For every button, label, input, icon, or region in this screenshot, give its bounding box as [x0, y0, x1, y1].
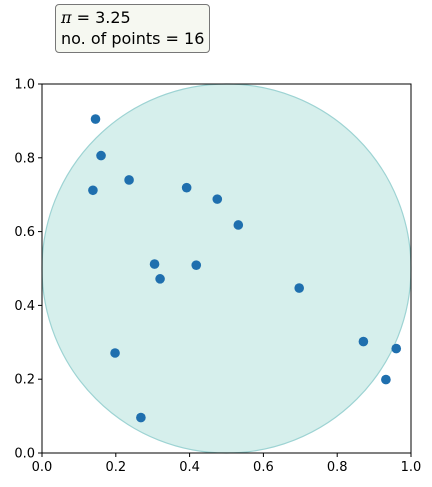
unit-circle: [41, 83, 412, 454]
pi-estimate-line: π = 3.25: [61, 7, 204, 28]
pi-symbol: π: [61, 8, 72, 27]
data-point: [155, 274, 165, 284]
x-tick-label: 0.4: [179, 460, 200, 475]
pi-estimate-value: = 3.25: [71, 8, 131, 27]
data-point: [96, 150, 106, 161]
y-tick-label: 0.0: [14, 447, 35, 462]
y-tick-label: 1.0: [14, 78, 35, 93]
point-count-line: no. of points = 16: [61, 29, 205, 48]
data-point: [149, 259, 160, 269]
x-tick-label: 0.2: [105, 460, 126, 475]
data-point: [88, 185, 98, 196]
y-tick-label: 0.2: [14, 373, 35, 388]
data-point: [358, 336, 369, 347]
data-point: [136, 412, 146, 423]
y-tick-label: 0.4: [14, 299, 35, 314]
x-tick-label: 0.6: [253, 460, 274, 475]
data-point: [212, 194, 223, 204]
data-point: [124, 175, 134, 185]
data-point: [391, 343, 402, 354]
data-point: [90, 114, 101, 124]
data-point: [181, 182, 192, 193]
data-point: [110, 348, 120, 358]
pi-estimate-annotation: π = 3.25 no. of points = 16: [55, 4, 211, 53]
y-tick-label: 0.6: [14, 225, 35, 240]
x-tick-label: 0.8: [327, 460, 348, 475]
x-tick-label: 0.0: [32, 460, 53, 475]
data-point: [294, 283, 304, 293]
plot-frame: [41, 83, 412, 454]
data-point: [381, 374, 391, 385]
data-point: [233, 220, 244, 230]
y-tick-label: 0.8: [14, 151, 35, 166]
x-tick-label: 1.0: [401, 460, 422, 475]
data-point: [191, 260, 202, 270]
